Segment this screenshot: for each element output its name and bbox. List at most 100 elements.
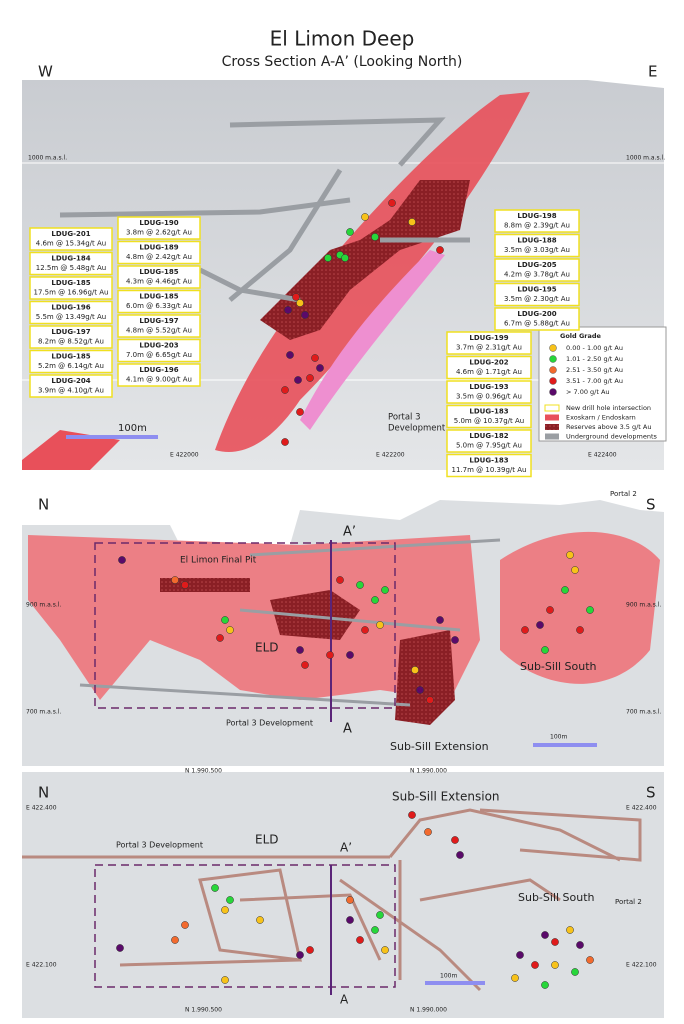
title: El Limon Deep: [270, 27, 415, 51]
callout-detail: 7.0m @ 6.65g/t Au: [126, 351, 192, 359]
label: 100m: [440, 973, 457, 980]
drill-intersection: [566, 926, 574, 934]
drill-intersection: [361, 213, 369, 221]
callout-detail: 3.7m @ 2.31g/t Au: [456, 344, 522, 352]
drill-intersection: [296, 408, 304, 416]
callout-box: [29, 349, 113, 374]
legend-label: 1.01 - 2.50 g/t Au: [566, 355, 623, 363]
callout-detail: 5.5m @ 13.49g/t Au: [36, 313, 106, 321]
label: 900 m.a.s.l.: [626, 602, 661, 609]
legend-swatch: [549, 355, 557, 363]
drill-intersection: [541, 981, 549, 989]
label: Portal 3: [388, 413, 421, 423]
label: N 1.990.500: [185, 1007, 222, 1014]
drill-intersection: [171, 576, 179, 584]
drill-intersection: [281, 386, 289, 394]
drill-intersection: [324, 254, 332, 262]
label: N: [38, 784, 49, 802]
legend-label: New drill hole intersection: [566, 404, 651, 412]
skarn: [300, 250, 445, 430]
callout-box: [117, 240, 201, 265]
drill-intersection: [171, 936, 179, 944]
label: E 422.400: [626, 805, 657, 812]
label: 100m: [550, 734, 567, 741]
legend-swatch: [549, 366, 557, 374]
drill-intersection: [521, 626, 529, 634]
callout-name: LDUG-193: [469, 383, 508, 391]
skarn: [28, 535, 480, 700]
legend-swatch: [545, 424, 559, 430]
drill-intersection: [551, 938, 559, 946]
callout-box: [117, 363, 201, 387]
drill-intersection: [118, 556, 126, 564]
callout-box: [446, 453, 532, 478]
callout-box: [494, 233, 580, 258]
label: Sub-Sill South: [518, 891, 595, 904]
callout-detail: 5.0m @ 7.95g/t Au: [456, 442, 522, 450]
study-area: [94, 864, 396, 988]
label: E 422.400: [26, 805, 57, 812]
drill-intersection: [531, 961, 539, 969]
callout-name: LDUG-189: [139, 244, 178, 252]
drill-intersection: [181, 921, 189, 929]
callout-detail: 5.0m @ 10.37g/t Au: [454, 417, 524, 425]
skarn: [500, 531, 660, 684]
callout-detail: 6.7m @ 5.88g/t Au: [504, 320, 570, 328]
drill-intersection: [586, 956, 594, 964]
drill-intersection: [576, 941, 584, 949]
callout-box: [29, 276, 113, 300]
drill-intersection: [306, 374, 314, 382]
label: Portal 3 Development: [226, 719, 313, 728]
callout-box: [29, 227, 113, 251]
drill-intersection: [546, 606, 554, 614]
drill-intersection: [296, 646, 304, 654]
legend-swatch: [549, 344, 557, 352]
callout-name: LDUG-205: [517, 261, 556, 269]
label: E: [648, 63, 657, 81]
callout-box: [494, 258, 580, 282]
drill-intersection: [451, 636, 459, 644]
drill-intersection: [294, 376, 302, 384]
callout-name: LDUG-204: [51, 377, 90, 385]
label: Portal 2: [610, 490, 637, 498]
drill-intersection: [456, 851, 464, 859]
callout-detail: 4.2m @ 3.78g/t Au: [504, 271, 570, 279]
label: N 1.990.500: [185, 768, 222, 775]
skarn: [22, 430, 120, 470]
drill-intersection: [416, 686, 424, 694]
drill-intersection: [551, 961, 559, 969]
callout-box: [29, 374, 113, 398]
label: El Limon Final Pit: [180, 556, 257, 566]
callout-name: LDUG-183: [469, 457, 508, 465]
label: Sub-Sill South: [520, 660, 597, 673]
drill-intersection: [371, 926, 379, 934]
callout-name: LDUG-196: [51, 304, 90, 312]
callout-box: [29, 300, 113, 325]
legend-swatch: [545, 414, 559, 421]
drill-intersection: [424, 828, 432, 836]
label: E 422.100: [26, 962, 57, 969]
drill-intersection: [376, 911, 384, 919]
callout-detail: 17.5m @ 16.96g/t Au: [34, 289, 109, 297]
callout-name: LDUG-201: [51, 230, 90, 238]
callout-box: [446, 404, 532, 429]
label: 1000 m.a.s.l.: [626, 155, 665, 162]
callout-name: LDUG-188: [517, 237, 556, 245]
label: 700 m.a.s.l.: [626, 709, 661, 716]
label: Sub-Sill Extension: [390, 740, 489, 753]
label: A: [343, 722, 352, 737]
label: Sub-Sill Extension: [392, 790, 500, 804]
underground-developments: [59, 117, 470, 303]
drill-intersection: [541, 646, 549, 654]
legend-label: > 7.00 g/t Au: [566, 388, 610, 396]
drill-intersection: [381, 586, 389, 594]
drill-intersection: [408, 218, 416, 226]
callout-box: [446, 429, 532, 453]
drill-intersection: [284, 306, 292, 314]
drill-intersection: [116, 944, 124, 952]
drill-intersection: [306, 946, 314, 954]
callout-box: [494, 282, 580, 307]
legend-label: 2.51 - 3.50 g/t Au: [566, 366, 623, 374]
label: Portal 2: [615, 898, 642, 906]
drill-intersection: [301, 661, 309, 669]
